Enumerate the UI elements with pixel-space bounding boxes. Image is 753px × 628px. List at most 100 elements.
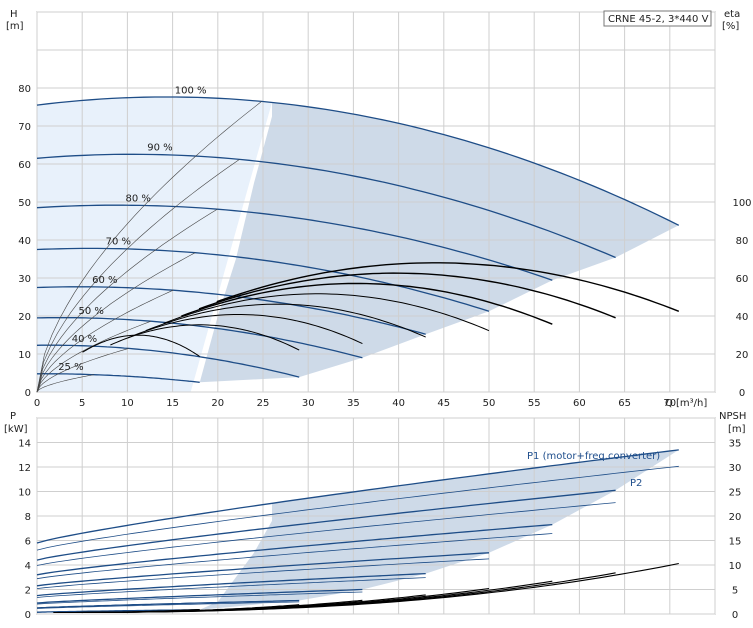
p2-curve-80 bbox=[36, 533, 553, 580]
eta-curve-80 bbox=[181, 282, 553, 325]
h-tick-label: 10 bbox=[18, 350, 31, 361]
speed-label: 80 % bbox=[126, 193, 151, 204]
h-tick-label: 60 bbox=[18, 160, 31, 171]
p1-annotation: P1 (motor+freq.converter) bbox=[527, 451, 660, 462]
system-curve bbox=[36, 101, 262, 393]
p-tick-label: 0 bbox=[25, 610, 31, 621]
p1-curve-50 bbox=[36, 588, 363, 604]
eta-curve-70 bbox=[163, 293, 490, 332]
qh-curve-90 bbox=[36, 153, 616, 259]
eta-curve-60 bbox=[145, 303, 426, 338]
h-tick-label: 0 bbox=[25, 388, 31, 399]
q-tick-label: 55 bbox=[528, 398, 541, 409]
qh-curves bbox=[36, 96, 680, 393]
npsh-tick-label: 20 bbox=[729, 512, 742, 523]
eta-tick-label: 20 bbox=[736, 350, 749, 361]
p2-curve-70 bbox=[36, 558, 490, 589]
npsh-tick-label: 15 bbox=[729, 537, 742, 548]
h-tick-label: 80 bbox=[18, 84, 31, 95]
power-panel: 0 2 4 6 8 10 12 14 0 5 10 15 20 25 30 35 P [kW] NPSH [m… bbox=[4, 411, 746, 621]
p2-curve-60 bbox=[36, 577, 426, 598]
eta-curve-25 bbox=[82, 334, 200, 357]
qh-curve-80 bbox=[36, 204, 553, 281]
p1-curve-90 bbox=[36, 489, 616, 561]
p2-curve-50 bbox=[36, 591, 363, 605]
chart-title-box bbox=[603, 10, 712, 27]
eta-curve-100 bbox=[216, 262, 680, 312]
p-tick-label: 10 bbox=[18, 488, 31, 499]
speed-label: 60 % bbox=[92, 275, 117, 286]
p1-curve-100 bbox=[36, 449, 679, 544]
q-tick-label: 65 bbox=[618, 398, 631, 409]
p-tick-label: 8 bbox=[25, 512, 31, 523]
npsh-curve-25 bbox=[53, 608, 200, 614]
q-tick-label: 50 bbox=[483, 398, 496, 409]
q-tick-label: 20 bbox=[211, 398, 224, 409]
h-axis-unit: [m] bbox=[6, 21, 24, 32]
power-curves bbox=[36, 449, 679, 614]
q-tick-label: 25 bbox=[257, 398, 270, 409]
eta-tick-label: 80 bbox=[736, 236, 749, 247]
q-axis-name: Q bbox=[665, 398, 673, 409]
system-curve bbox=[36, 159, 240, 393]
eta-tick-label: 100 bbox=[732, 198, 751, 209]
q-tick-label: 35 bbox=[347, 398, 360, 409]
p2-curve-40 bbox=[36, 601, 300, 609]
eta-curve-90 bbox=[198, 272, 616, 319]
h-tick-label: 70 bbox=[18, 122, 31, 133]
p-tick-label: 4 bbox=[25, 561, 31, 572]
p1-curve-80 bbox=[36, 523, 553, 576]
speed-label: 70 % bbox=[106, 237, 131, 248]
npsh-tick-label: 5 bbox=[732, 586, 738, 597]
eta-tick-label: 0 bbox=[739, 388, 745, 399]
speed-label: 90 % bbox=[147, 143, 172, 154]
q-axis-unit: [m³/h] bbox=[676, 398, 707, 409]
npsh-tick-label: 10 bbox=[729, 561, 742, 572]
p2-curve-100 bbox=[36, 465, 679, 551]
npsh-axis-unit: [m] bbox=[728, 424, 746, 435]
npsh-tick-label: 0 bbox=[732, 610, 738, 621]
speed-label: 25 % bbox=[58, 362, 83, 373]
power-operating-area-fill bbox=[199, 449, 679, 610]
p1-curve-70 bbox=[36, 552, 490, 587]
p2-curve-90 bbox=[36, 502, 616, 566]
p2-annotation: P2 bbox=[630, 478, 642, 489]
p-tick-label: 6 bbox=[25, 537, 31, 548]
system-curve bbox=[36, 289, 174, 393]
q-tick-label: 0 bbox=[34, 398, 40, 409]
qh-curve-40 bbox=[36, 344, 300, 378]
q-tick-label: 10 bbox=[121, 398, 134, 409]
qh-tick-labels: 0 5 10 15 20 25 30 35 40 45 50 55 60 65 70 0 10 20 30 40 50 6… bbox=[18, 84, 751, 409]
q-tick-label: 30 bbox=[302, 398, 315, 409]
qh-curve-50 bbox=[36, 317, 363, 359]
q-tick-label: 15 bbox=[166, 398, 179, 409]
eta-tick-label: 60 bbox=[736, 274, 749, 285]
npsh-tick-label: 25 bbox=[729, 488, 742, 499]
p-tick-label: 12 bbox=[18, 463, 31, 474]
speed-label: 40 % bbox=[72, 334, 97, 345]
power-grid bbox=[36, 417, 716, 615]
h-tick-label: 50 bbox=[18, 198, 31, 209]
h-tick-label: 20 bbox=[18, 312, 31, 323]
eta-axis-unit: [%] bbox=[722, 21, 739, 32]
qh-grid bbox=[36, 11, 716, 393]
eta-tick-label: 40 bbox=[736, 312, 749, 323]
h-tick-label: 40 bbox=[18, 236, 31, 247]
system-curve bbox=[36, 208, 218, 393]
chart-title: CRNE 45-2, 3*440 V bbox=[608, 14, 709, 25]
power-tick-labels: 0 2 4 6 8 10 12 14 0 5 10 15 20 25 30 35 bbox=[18, 439, 741, 622]
p1-curve-60 bbox=[36, 572, 426, 597]
npsh-tick-label: 30 bbox=[729, 463, 742, 474]
system-curve bbox=[36, 320, 152, 393]
system-curve bbox=[36, 252, 196, 393]
p-tick-label: 14 bbox=[18, 439, 31, 450]
qh-curve-25 bbox=[37, 373, 200, 383]
q-tick-label: 40 bbox=[392, 398, 405, 409]
npsh-tick-label: 35 bbox=[729, 439, 742, 450]
p-axis-unit: [kW] bbox=[4, 424, 28, 435]
speed-label: 50 % bbox=[79, 306, 104, 317]
p-tick-label: 2 bbox=[25, 586, 31, 597]
eta-curve-50 bbox=[127, 314, 363, 345]
npsh-axis-name: NPSH bbox=[719, 411, 746, 422]
